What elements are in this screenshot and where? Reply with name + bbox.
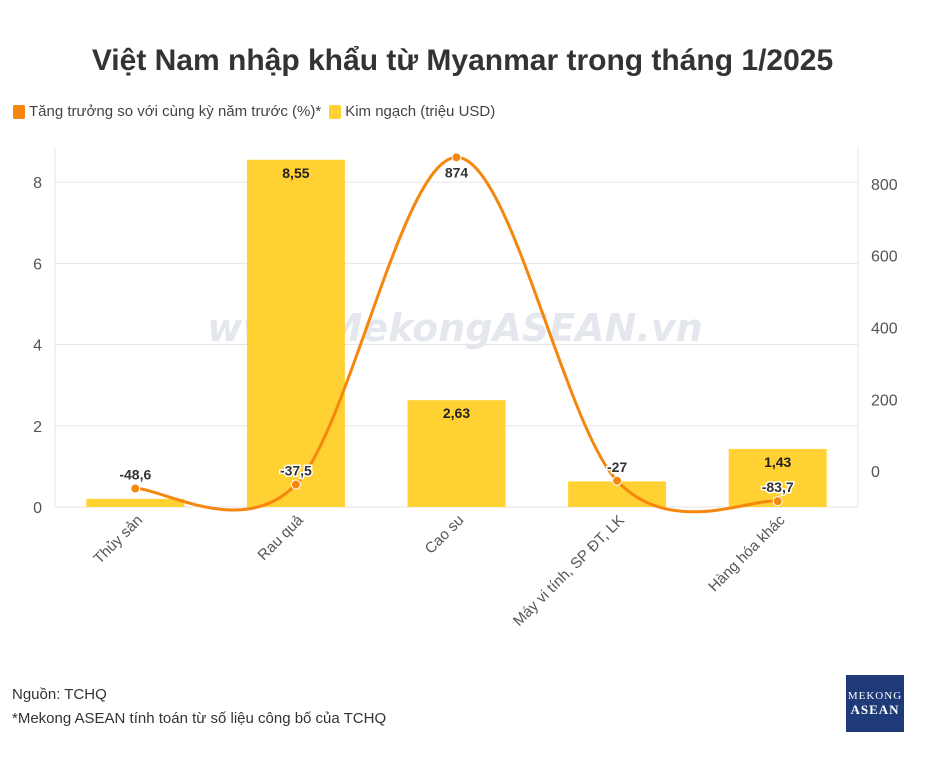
y-right-tick-label: 400	[871, 321, 898, 338]
y-left-tick-label: 2	[33, 419, 42, 436]
growth-value-label: -48,6	[119, 467, 151, 483]
legend-item-growth[interactable]: Tăng trưởng so với cùng kỳ năm trước (%)…	[13, 103, 321, 120]
y-left-tick-label: 8	[33, 175, 42, 192]
bar	[407, 400, 506, 507]
bar	[246, 159, 345, 507]
bars	[86, 159, 827, 507]
growth-line	[130, 152, 783, 514]
y-right-tick-label: 0	[871, 464, 880, 481]
growth-point	[612, 475, 623, 486]
growth-point	[772, 496, 783, 507]
y-right-tick-label: 600	[871, 249, 898, 266]
growth-point	[451, 152, 462, 163]
logo-line-2: ASEAN	[850, 701, 900, 717]
y-left-tick-label: 4	[33, 338, 42, 355]
bar	[86, 498, 185, 507]
data-labels: 8,55 2,63 1,43 -48,6 -37,5 874 -27 -83,7	[118, 163, 796, 497]
growth-point	[130, 483, 141, 494]
mekong-asean-logo: MEKONG ASEAN	[846, 675, 904, 732]
bar-value-label: 8,55	[282, 165, 309, 181]
bar-value-label: 2,63	[443, 405, 470, 421]
growth-value-label: -37,5	[280, 463, 312, 479]
x-tick-label: Rau quả	[255, 511, 308, 564]
legend-label-growth: Tăng trưởng so với cùng kỳ năm trước (%)…	[29, 103, 322, 120]
legend-swatch-value	[329, 104, 342, 119]
logo-line-1: MEKONG	[847, 689, 903, 702]
footnote: *Mekong ASEAN tính toán từ số liệu công …	[12, 710, 387, 727]
y-right-tick-label: 800	[871, 177, 898, 194]
legend: Tăng trưởng so với cùng kỳ năm trước (%)…	[13, 103, 495, 120]
source-note: Nguồn: TCHQ	[12, 686, 107, 703]
x-tick-label: Cao su	[422, 512, 468, 558]
legend-label-value: Kim ngạch (triệu USD)	[345, 103, 496, 120]
growth-value-label: -27	[607, 459, 627, 475]
x-tick-label: Hàng hóa khác	[705, 511, 789, 595]
y-right-tick-label: 200	[871, 392, 898, 409]
legend-item-value[interactable]: Kim ngạch (triệu USD)	[329, 103, 495, 120]
growth-value-label: -83,7	[762, 479, 794, 495]
legend-swatch-growth	[13, 104, 25, 119]
growth-point	[290, 479, 301, 490]
x-tick-label: Máy vi tính, SP ĐT, LK	[510, 512, 628, 630]
chart-title: Việt Nam nhập khẩu từ Myanmar trong thán…	[91, 44, 834, 77]
y-left-tick-label: 0	[33, 500, 42, 517]
growth-value-label: 874	[445, 164, 469, 180]
x-tick-label: Thủy sản	[90, 512, 146, 568]
bar-value-label: 1,43	[764, 454, 791, 470]
y-left-tick-label: 6	[33, 256, 42, 273]
